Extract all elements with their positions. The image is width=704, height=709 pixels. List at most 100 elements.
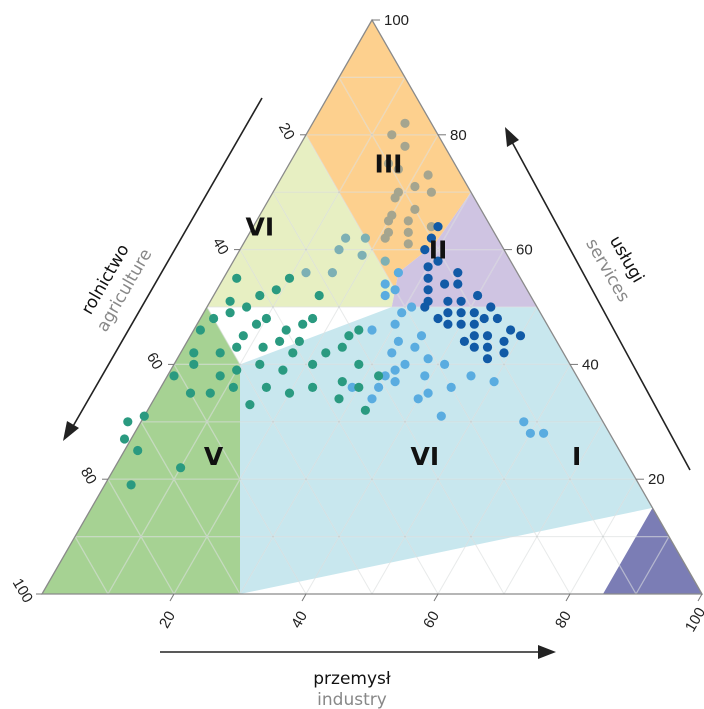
data-point-services-14	[426, 222, 436, 232]
data-point-dark-28	[469, 342, 479, 352]
bottom-tick-mark-60	[433, 593, 439, 602]
data-point-agri-2	[255, 290, 265, 301]
data-point-industry-22	[347, 382, 357, 392]
data-point-services-10	[410, 204, 420, 214]
data-point-agri-10	[308, 313, 318, 324]
data-point-dark-23	[482, 331, 493, 341]
gridline-shade-60-0	[173, 364, 307, 595]
right-tick-40: 40	[582, 356, 599, 373]
gridline-shade-40-2	[305, 249, 505, 595]
gridline-shade-20-0	[305, 134, 571, 595]
data-point-industry-15	[380, 371, 390, 381]
data-point-agri-21	[344, 331, 354, 341]
region-label-V: V	[204, 442, 224, 471]
data-point-agri-3	[242, 302, 252, 312]
data-point-industry-8	[410, 342, 420, 352]
tick-labels: 20 40 60 80 100 20 40 60 80 100 20 40 60 80 100	[9, 12, 704, 635]
data-point-dark-18	[479, 313, 489, 324]
left-tick-20: 20	[275, 120, 298, 143]
data-point-agri-7	[281, 325, 291, 335]
region-label-II: II	[429, 236, 448, 265]
data-point-agri-30	[354, 382, 364, 392]
triangle-outline	[40, 18, 704, 595]
left-tick-40: 40	[209, 235, 232, 258]
data-point-agri-18	[288, 348, 298, 358]
gridline-shade-30-0	[272, 191, 505, 595]
data-point-agri-11	[298, 319, 308, 329]
gridline-shade-80-2	[569, 478, 637, 595]
data-point-industry-4	[397, 308, 407, 318]
data-point-agri-17	[189, 348, 199, 358]
data-point-agri-44	[123, 417, 133, 427]
data-point-services-5	[383, 158, 394, 169]
data-point-agri-36	[261, 382, 271, 392]
data-point-dark-27	[482, 342, 493, 352]
gridline-agri-80	[107, 478, 175, 595]
data-point-agri-35	[284, 388, 295, 398]
data-point-dark-1	[426, 233, 436, 243]
data-point-agri-51	[232, 273, 242, 283]
data-point-industry-7	[393, 336, 403, 346]
data-point-agri-0	[284, 273, 295, 283]
data-point-industry-6	[416, 331, 427, 341]
gridline-ind-50	[371, 306, 538, 595]
left-axis-arrowhead	[63, 421, 79, 441]
gridline-agri-30	[272, 191, 505, 595]
data-point-dark-34	[515, 331, 526, 341]
data-point-agri-49	[261, 313, 271, 324]
data-point-services-12	[403, 216, 413, 226]
gridline-ind-60	[437, 364, 571, 595]
data-point-industry-12	[440, 359, 450, 369]
gridline-shade-50-0	[206, 306, 373, 595]
data-point-dark-31	[492, 313, 502, 324]
data-point-industry-27	[525, 428, 536, 438]
data-point-agri-32	[189, 359, 199, 369]
data-point-services-9	[390, 193, 400, 203]
data-point-agri-16	[215, 348, 225, 358]
gridline-shade-90-0	[74, 536, 109, 595]
triangle-border	[40, 18, 704, 595]
data-point-agri-13	[275, 336, 285, 346]
data-point-mixed-2	[334, 245, 344, 255]
data-point-agri-29	[374, 371, 384, 381]
right-tick-20: 20	[648, 471, 665, 488]
data-point-industry-20	[374, 382, 384, 392]
gridline-ind-90	[635, 536, 670, 595]
data-point-services-1	[387, 130, 397, 140]
data-point-dark-4	[423, 262, 433, 272]
data-point-industry-29	[367, 325, 377, 335]
bottom-tick-mark-100	[697, 593, 703, 602]
left-tick-100: 100	[9, 576, 36, 606]
data-point-agri-9	[195, 325, 205, 335]
data-point-dark-5	[453, 268, 463, 278]
bottom-tick-40: 40	[288, 608, 311, 631]
gridline-ind-10	[107, 77, 406, 595]
data-point-agri-52	[314, 290, 324, 301]
data-point-industry-28	[466, 371, 476, 381]
gridline-shade-40-0	[239, 249, 439, 595]
region-label-VI-top: VI	[245, 213, 274, 242]
data-point-dark-24	[469, 331, 479, 341]
bottom-tick-mark-40	[301, 593, 307, 602]
data-point-dark-26	[459, 336, 469, 346]
data-point-agri-22	[354, 325, 364, 335]
data-point-agri-48	[126, 480, 136, 490]
data-point-industry-14	[390, 365, 400, 375]
data-point-industry-30	[380, 279, 390, 289]
data-point-dark-2	[420, 245, 430, 255]
data-point-services-6	[410, 181, 420, 192]
data-point-agri-31	[308, 382, 318, 392]
data-point-agri-25	[215, 371, 225, 381]
data-point-dark-3	[433, 256, 443, 266]
gridline-ind-80	[569, 478, 637, 595]
data-point-services-2	[400, 141, 410, 151]
bottom-tick-mark-80	[565, 593, 571, 602]
bottom-tick-80: 80	[552, 608, 575, 631]
data-point-dark-7	[453, 279, 463, 289]
data-point-dark-12	[443, 296, 453, 306]
data-point-dark-29	[499, 348, 509, 358]
gridline-agri-50	[206, 306, 373, 595]
gridline-shade-90-2	[635, 536, 670, 595]
gridline-agri-90	[74, 536, 109, 595]
